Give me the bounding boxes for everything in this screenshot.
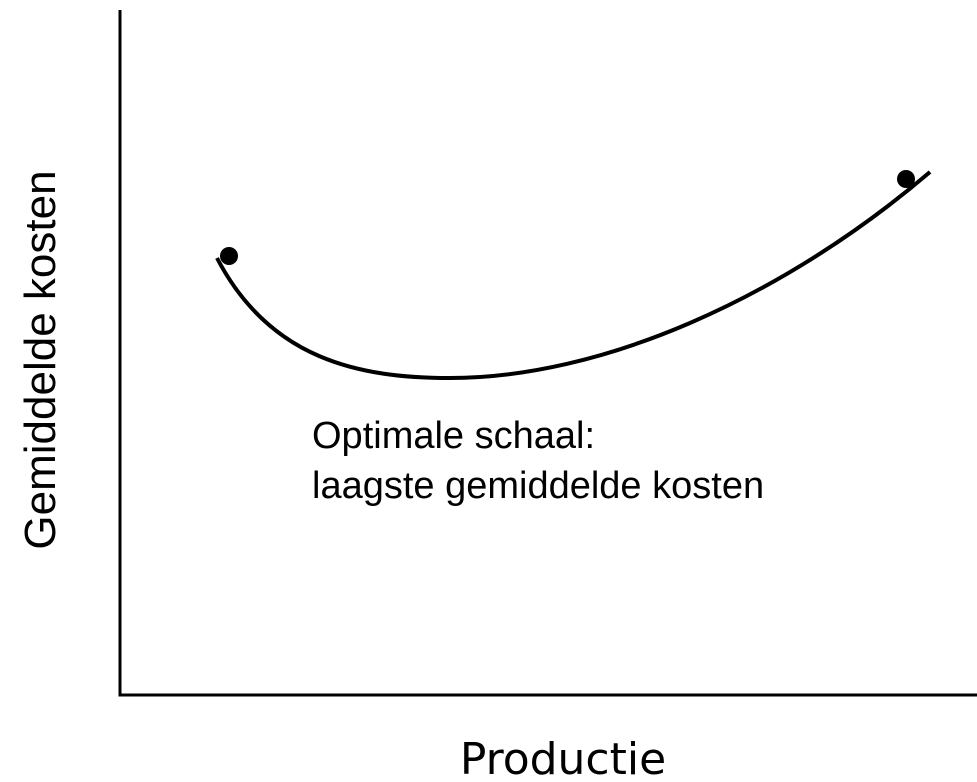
- point: [220, 247, 238, 265]
- annotation-line: laagste gemiddelde kosten: [312, 465, 764, 507]
- y-axis-label: Gemiddelde kosten: [16, 170, 65, 549]
- annotation-line: Optimale schaal:: [312, 415, 595, 457]
- point: [897, 170, 915, 188]
- x-axis-label: Productie: [460, 734, 666, 782]
- cost-curve: [215, 170, 932, 381]
